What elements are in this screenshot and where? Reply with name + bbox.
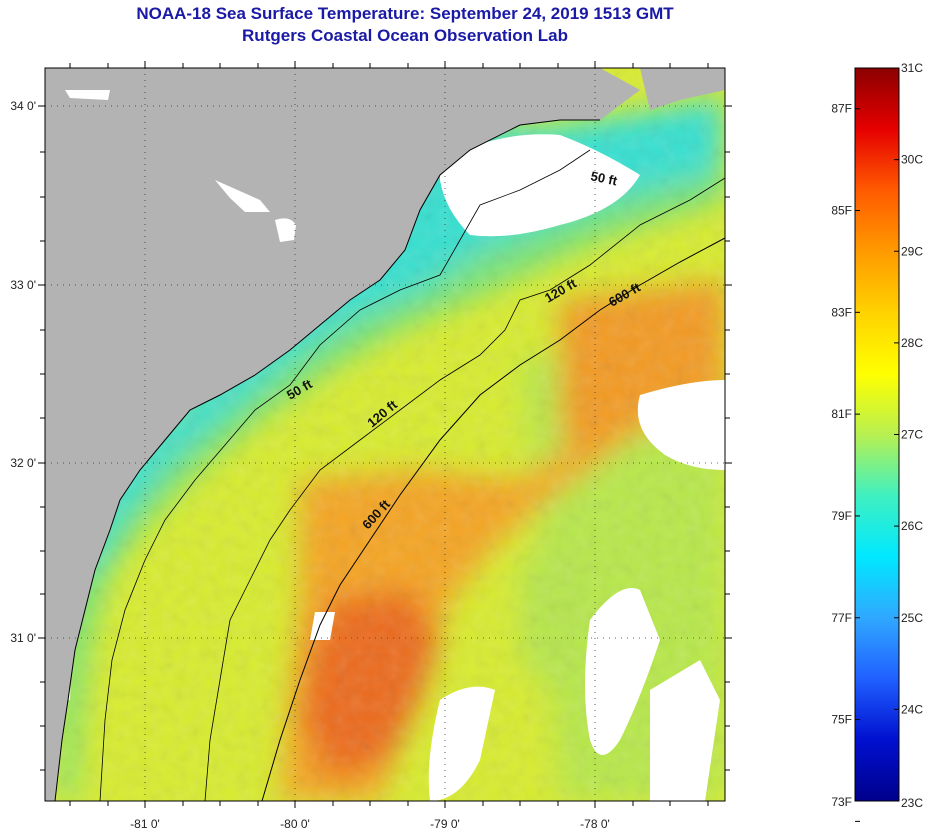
contour-600ft — [261, 237, 725, 801]
lat-label: 34 0' — [10, 99, 36, 113]
land — [45, 68, 640, 801]
cloud-patch — [65, 90, 110, 100]
map-frame — [44, 67, 726, 802]
celsius-label: 28C — [901, 336, 923, 350]
sst-map: 50 ft 50 ft 120 ft 120 ft 600 ft 600 ft — [10, 61, 732, 831]
celsius-label: 31C — [901, 61, 923, 75]
cloud-patch — [440, 134, 640, 237]
fahrenheit-scale: 87F 85F 83F 81F 79F 77F 75F 73F — [831, 102, 860, 822]
cloud-patch — [637, 380, 725, 470]
lat-label: 31 0' — [10, 631, 36, 645]
lon-label: -81 0' — [130, 817, 160, 831]
cloud-patch — [310, 612, 335, 640]
fahrenheit-label: 77F — [831, 611, 852, 625]
cloud-patch — [428, 686, 495, 801]
fahrenheit-label: 75F — [831, 713, 852, 727]
celsius-label: 25C — [901, 611, 923, 625]
fahrenheit-label: 81F — [831, 407, 852, 421]
fahrenheit-label: 85F — [831, 204, 852, 218]
contour-50ft — [99, 149, 591, 801]
celsius-label: 29C — [901, 244, 923, 258]
cloud-cover — [60, 134, 725, 801]
lon-label: -78 0' — [580, 817, 610, 831]
lon-label: -79 0' — [430, 817, 460, 831]
map-image: 50 ft 50 ft 120 ft 120 ft 600 ft 600 ft — [45, 68, 725, 801]
cloud-patch — [215, 180, 270, 212]
celsius-label: 23C — [901, 796, 923, 810]
graticule — [45, 68, 725, 801]
contour-120ft — [204, 177, 725, 801]
cloud-patch — [650, 660, 720, 801]
map-title: NOAA-18 Sea Surface Temperature: Septemb… — [136, 4, 674, 23]
fahrenheit-label: 79F — [831, 509, 852, 523]
colorbar-scale — [854, 67, 900, 802]
celsius-label: 24C — [901, 702, 923, 716]
land — [640, 68, 725, 110]
celsius-label: 30C — [901, 153, 923, 167]
cloud-patch — [275, 218, 296, 242]
lon-label: -80 0' — [280, 817, 310, 831]
axis-ticks — [38, 61, 732, 808]
lat-label: 33 0' — [10, 278, 36, 292]
cloud-patch — [585, 588, 660, 755]
lat-label: 32 0' — [10, 456, 36, 470]
celsius-label: 27C — [901, 428, 923, 442]
fahrenheit-label: 87F — [831, 102, 852, 116]
fahrenheit-label: 83F — [831, 305, 852, 319]
map-subtitle: Rutgers Coastal Ocean Observation Lab — [242, 26, 568, 45]
celsius-label: 26C — [901, 519, 923, 533]
contour-label: 50 ft — [589, 168, 619, 188]
celsius-scale: 31C 30C 29C 28C 27C 26C 25C 24C 23C — [894, 61, 923, 810]
fahrenheit-label: 73F — [831, 795, 852, 809]
